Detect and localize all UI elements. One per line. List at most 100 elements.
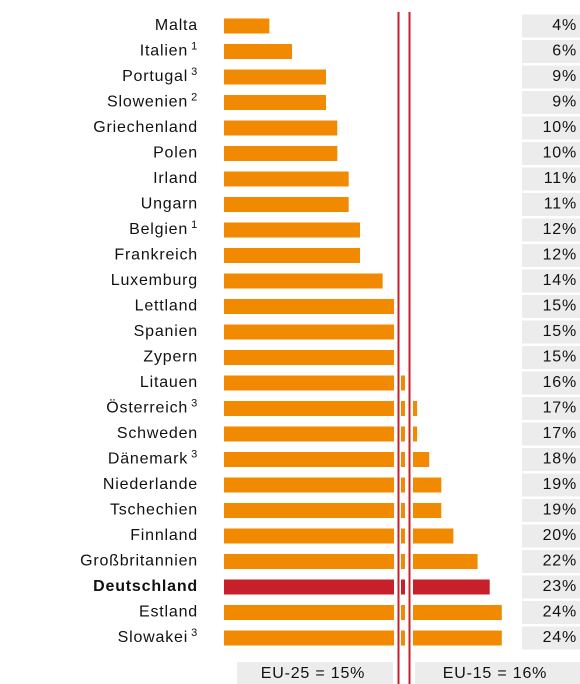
category-label: Portugal 3 — [122, 66, 198, 85]
category-name: Zypern — [143, 349, 198, 366]
category-name: Polen — [153, 145, 198, 162]
value-label: 4% — [552, 17, 577, 34]
value-background — [522, 116, 580, 140]
category-label: Slowakei 3 — [118, 627, 198, 646]
footnote-mark: 1 — [191, 219, 198, 231]
category-label: Irland — [153, 170, 198, 187]
category-name: Estland — [139, 604, 198, 621]
value-label: 11% — [544, 196, 577, 213]
reference-box — [237, 662, 393, 684]
value-background — [522, 218, 580, 242]
bar — [224, 605, 502, 620]
category-name: Österreich — [106, 399, 188, 417]
category-label: Schweden — [117, 425, 198, 442]
reference-label: EU-25 = 15% — [261, 665, 365, 682]
category-label: Deutschland — [93, 578, 198, 595]
category-label: Lettland — [135, 298, 198, 315]
value-background — [522, 448, 580, 471]
value-background — [522, 473, 580, 497]
category-name: Portugal — [122, 68, 188, 85]
value-label: 11% — [544, 170, 577, 187]
bar — [224, 273, 383, 289]
category-label: Estland — [139, 604, 198, 621]
value-background — [522, 295, 580, 318]
category-name: Malta — [155, 17, 198, 34]
value-label: 20% — [543, 527, 577, 544]
value-background — [522, 269, 580, 293]
value-background — [522, 371, 580, 395]
bar — [224, 299, 394, 314]
bar — [224, 426, 418, 442]
bar — [224, 528, 454, 544]
value-background — [522, 499, 580, 522]
category-name: Slowakei — [118, 629, 188, 646]
value-background — [522, 14, 580, 38]
reference-box — [415, 662, 580, 684]
value-label: 16% — [543, 374, 577, 391]
category-label: Litauen — [140, 374, 198, 391]
category-name: Ungarn — [141, 196, 198, 213]
footnote-mark: 3 — [191, 397, 198, 409]
value-background — [522, 550, 580, 573]
value-background — [522, 244, 580, 267]
bar — [224, 222, 360, 238]
value-label: 22% — [543, 553, 577, 570]
category-label: Ungarn — [141, 196, 198, 213]
category-label: Griechenland — [93, 119, 198, 136]
value-label: 19% — [543, 476, 577, 493]
value-label: 24% — [543, 629, 577, 646]
value-label: 9% — [552, 68, 577, 85]
bar — [224, 95, 326, 110]
value-background — [522, 91, 580, 114]
value-label: 10% — [543, 119, 577, 136]
category-name: Deutschland — [93, 578, 198, 595]
category-label: Tschechien — [110, 502, 198, 519]
value-label: 17% — [543, 400, 577, 417]
value-background — [522, 65, 580, 89]
value-label: 12% — [543, 221, 577, 238]
value-label: 6% — [552, 43, 577, 60]
value-label: 15% — [543, 349, 577, 366]
category-label: Zypern — [143, 349, 198, 366]
category-name: Dänemark — [108, 451, 188, 468]
category-name: Slowenien — [107, 94, 188, 111]
category-name: Italien — [140, 43, 188, 60]
category-label: Frankreich — [114, 247, 198, 264]
bar — [224, 69, 326, 85]
value-background — [522, 626, 580, 650]
category-name: Finnland — [130, 527, 198, 544]
category-name: Niederlande — [103, 476, 198, 493]
category-name: Belgien — [129, 221, 188, 238]
category-name: Lettland — [135, 298, 198, 315]
value-background — [522, 397, 580, 420]
category-name: Frankreich — [114, 247, 198, 264]
footnote-mark: 2 — [191, 91, 198, 103]
reference-label: EU-15 = 16% — [443, 665, 547, 682]
bar — [224, 350, 394, 365]
bar — [224, 18, 270, 34]
value-background — [522, 193, 580, 216]
category-name: Großbritannien — [80, 553, 198, 570]
category-label: Spanien — [134, 323, 198, 340]
category-label: Österreich 3 — [106, 397, 198, 416]
bar — [224, 630, 502, 646]
bar — [224, 503, 442, 518]
footnote-mark: 3 — [191, 627, 198, 639]
value-label: 19% — [543, 502, 577, 519]
footnote-mark: 3 — [191, 66, 198, 78]
category-name: Irland — [153, 170, 198, 187]
category-label: Italien 1 — [140, 40, 198, 59]
value-label: 14% — [543, 272, 577, 289]
footnote-mark: 3 — [191, 448, 198, 460]
footnote-mark: 1 — [191, 40, 198, 52]
bar — [224, 197, 349, 212]
value-background — [522, 524, 580, 548]
value-background — [522, 422, 580, 446]
value-label: 17% — [543, 425, 577, 442]
category-label: Luxemburg — [111, 272, 198, 289]
bar — [224, 554, 478, 569]
category-label: Niederlande — [103, 476, 198, 493]
value-label: 23% — [543, 578, 577, 595]
category-name: Schweden — [117, 425, 198, 442]
